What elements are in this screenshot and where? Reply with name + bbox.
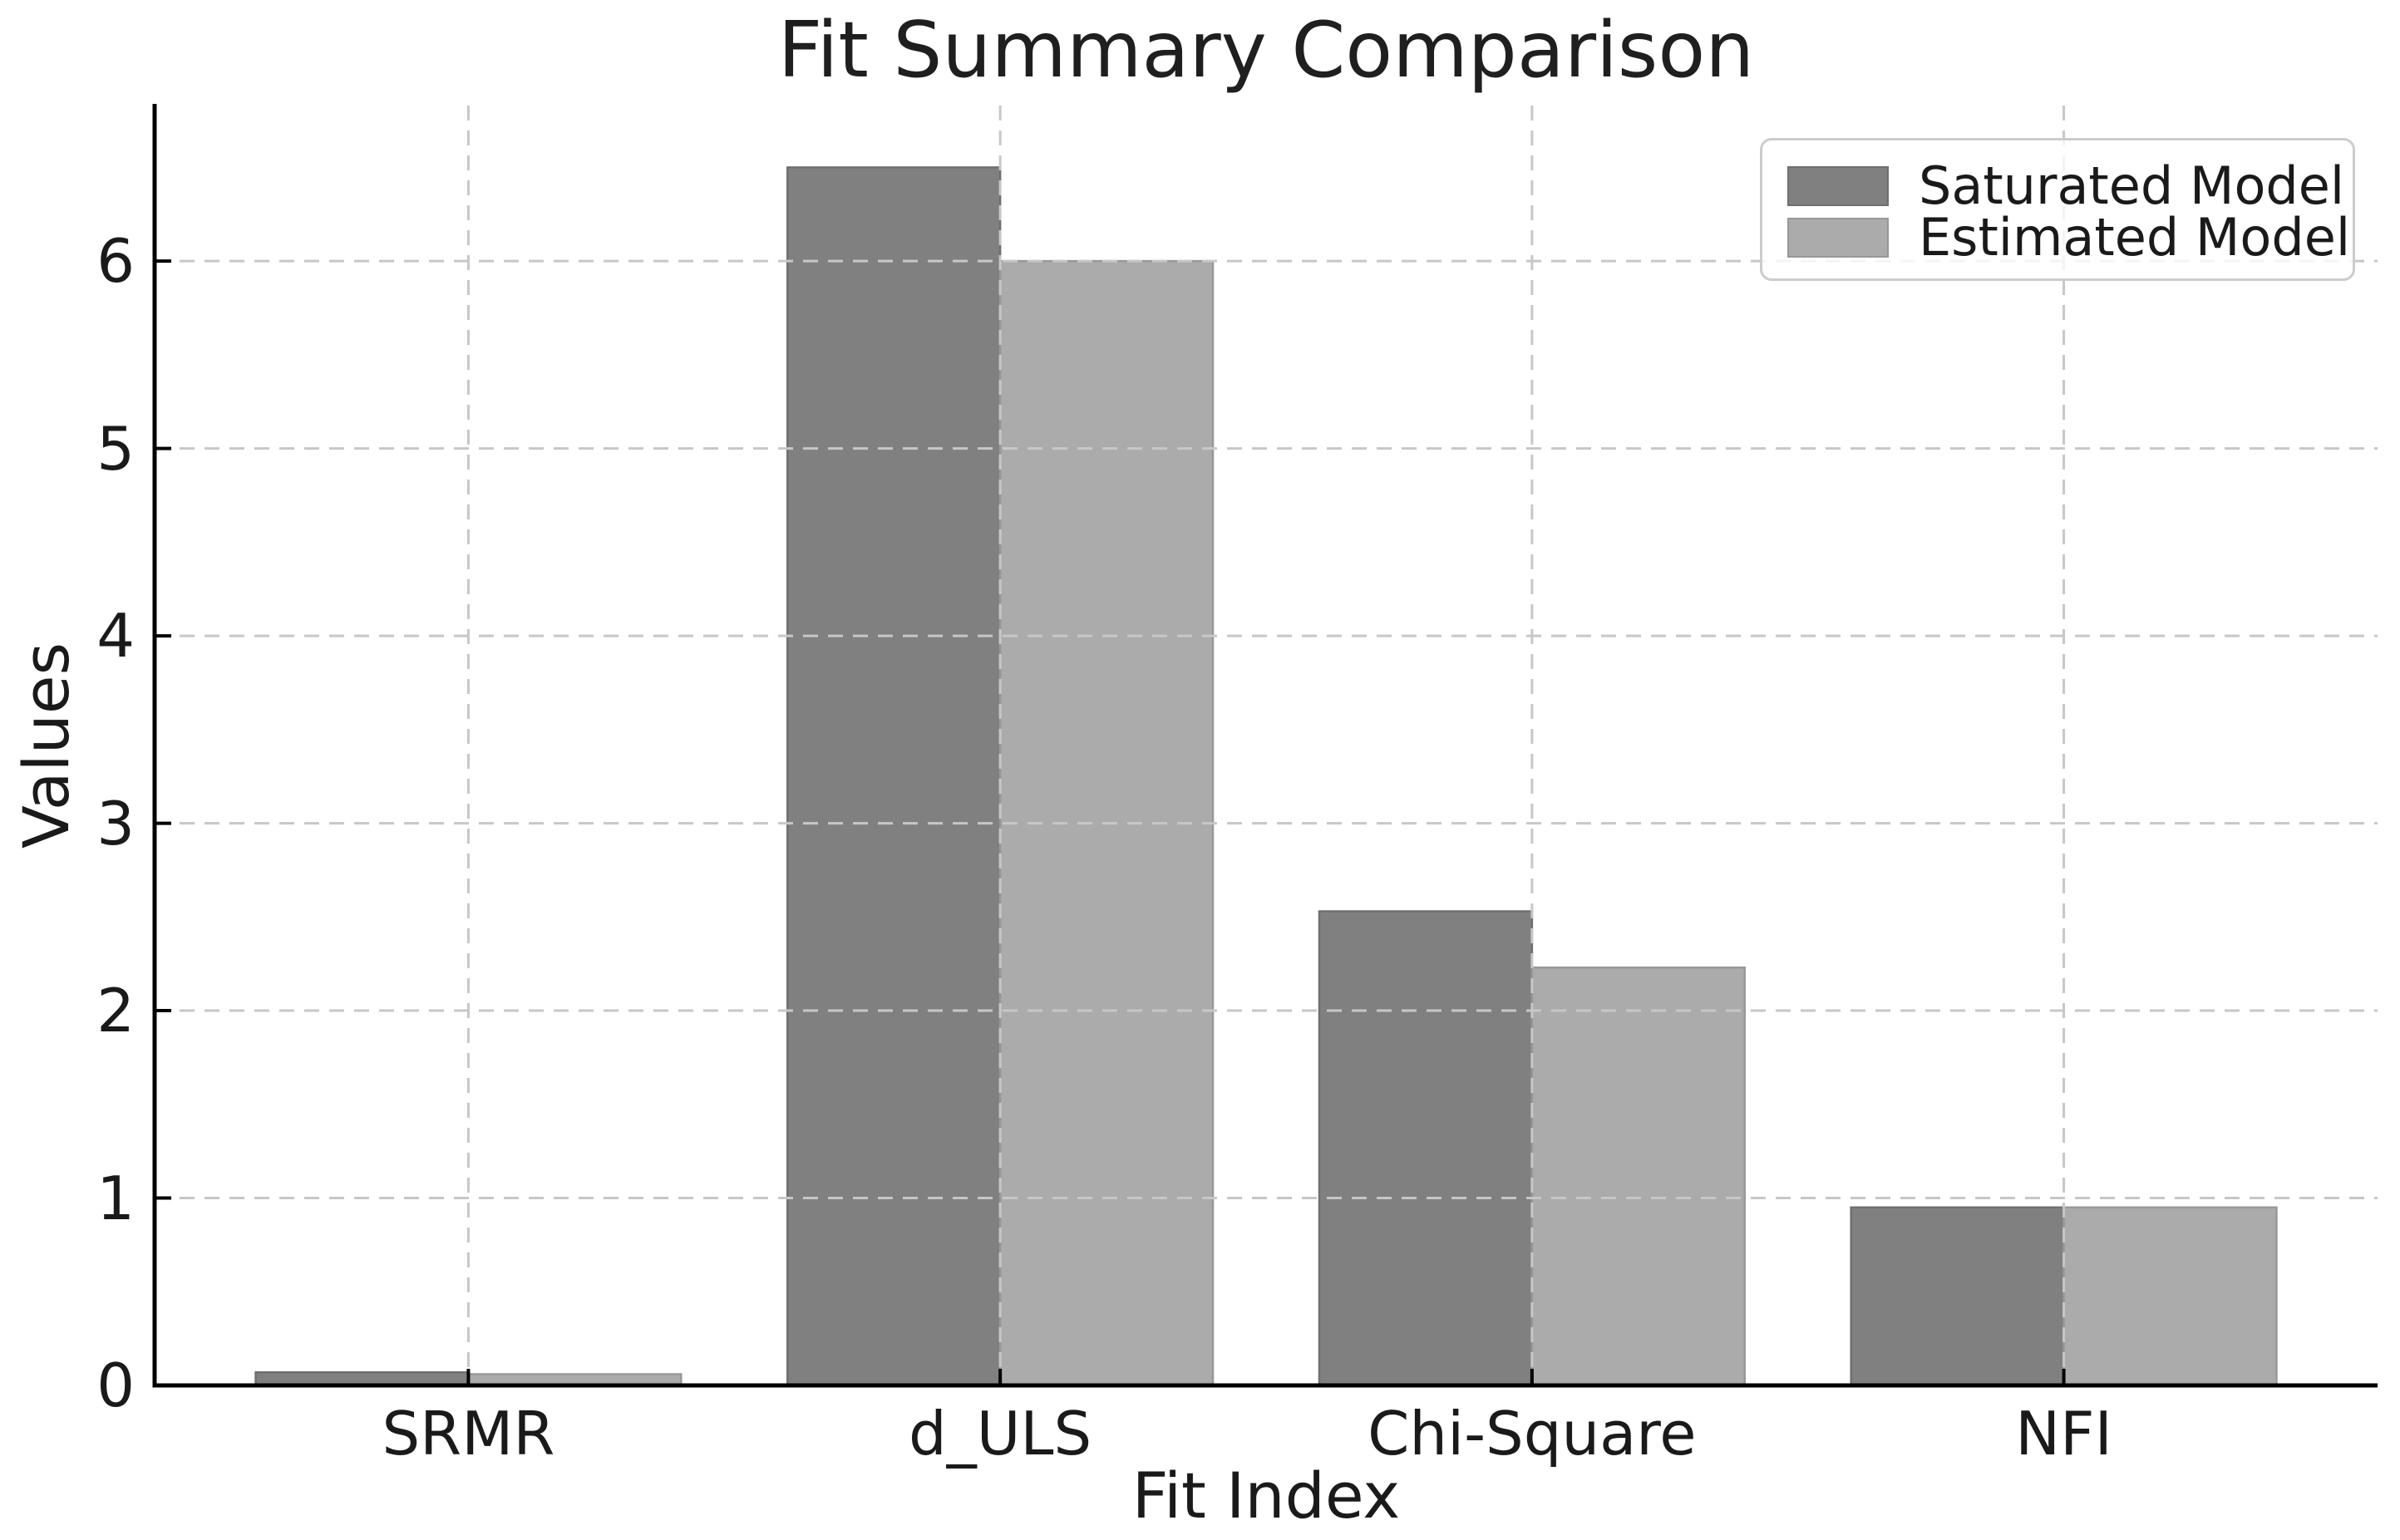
y-tick-label-3: 3: [96, 788, 135, 859]
y-tick-label-6: 6: [96, 226, 135, 297]
x-tick-label-d-uls: d_ULS: [909, 1399, 1092, 1469]
bar-saturated-model-nfi: [1850, 1206, 2065, 1387]
y-tick-label-1: 1: [96, 1163, 135, 1233]
x-tick-label-nfi: NFI: [2015, 1399, 2112, 1469]
bar-saturated-model-d-uls: [786, 166, 1002, 1387]
legend-label-estimated-model: Estimated Model: [1919, 207, 2351, 268]
bar-estimated-model-nfi: [2062, 1206, 2278, 1387]
x-axis-label: Fit Index: [1131, 1459, 1401, 1533]
x-tick-label-srmr: SRMR: [382, 1399, 555, 1469]
bar-saturated-model-chi-square: [1318, 910, 1534, 1387]
legend-item-saturated-model: Saturated Model: [1787, 160, 2344, 212]
y-tick-label-0: 0: [96, 1351, 135, 1420]
y-tick-label-5: 5: [96, 413, 135, 484]
legend-label-saturated-model: Saturated Model: [1919, 155, 2345, 216]
legend-item-estimated-model: Estimated Model: [1787, 212, 2350, 263]
y-axis-label: Values: [9, 642, 83, 849]
y-tick-label-2: 2: [96, 976, 135, 1046]
legend-swatch-estimated-model: [1787, 218, 1889, 258]
chart-title: Fit Summary Comparison: [777, 5, 1755, 95]
y-tick-label-4: 4: [96, 601, 135, 672]
legend: Saturated Model Estimated Model: [1760, 138, 2355, 281]
bar-estimated-model-chi-square: [1530, 966, 1746, 1387]
x-tick-label-chi-square: Chi-Square: [1368, 1399, 1697, 1469]
legend-swatch-saturated-model: [1787, 166, 1889, 206]
